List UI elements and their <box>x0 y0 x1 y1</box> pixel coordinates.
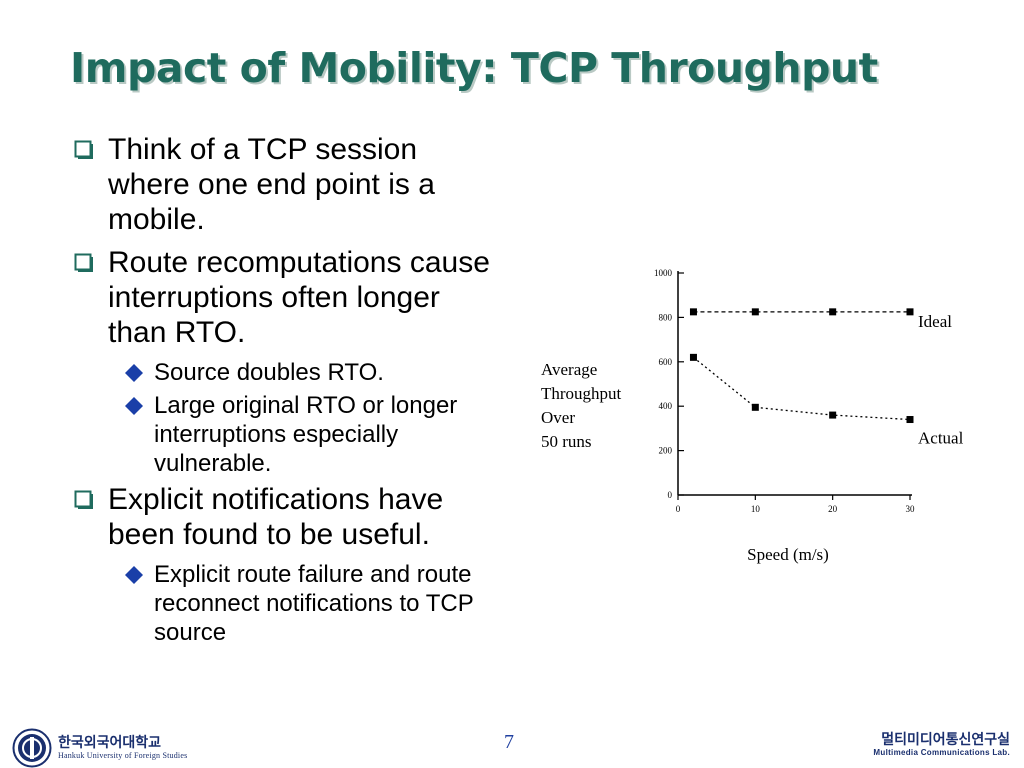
chart-point <box>906 416 914 424</box>
diamond-bullet-icon <box>124 560 154 589</box>
chart-y-tick-label: 200 <box>659 446 673 456</box>
throughput-chart: Average Throughput Over 50 runs 02004006… <box>541 268 964 564</box>
lab-name-korean: 멀티미디어통신연구실 <box>881 732 1010 748</box>
square-bullet-icon <box>74 482 108 517</box>
sub-bullet-text: Large original RTO or longer interruptio… <box>154 392 458 477</box>
chart-ylabel-line: Over <box>541 408 575 427</box>
bullet-text: Explicit notifications have been found t… <box>108 483 444 551</box>
university-seal-icon <box>12 728 52 768</box>
chart-point <box>689 308 697 316</box>
chart-y-tick-label: 600 <box>659 357 673 367</box>
sub-bullet-text: Explicit route failure and route reconne… <box>154 561 474 646</box>
diamond-bullet-icon <box>124 358 154 387</box>
square-bullet-icon <box>74 245 108 280</box>
chart-xlabel: Speed (m/s) <box>747 545 829 564</box>
bullet-text: Think of a TCP session where one end poi… <box>108 133 435 236</box>
sub-bullet-text: Source doubles RTO. <box>154 359 384 386</box>
bullet-text: Route recomputations cause interruptions… <box>108 246 490 349</box>
chart-point <box>751 308 759 316</box>
sub-bullet-item: Explicit route failure and route reconne… <box>124 560 504 647</box>
sub-bullet-item: Source doubles RTO. <box>124 358 504 387</box>
chart-point <box>751 403 759 411</box>
university-logo: 한국외국어대학교 Hankuk University of Foreign St… <box>12 728 187 768</box>
university-name-korean: 한국외국어대학교 <box>58 735 162 751</box>
slide-title: Impact of Mobility: TCP Throughput <box>70 44 878 92</box>
chart-series-label: Actual <box>918 429 964 448</box>
chart-y-tick-label: 800 <box>659 312 673 322</box>
chart-ylabel-line: Throughput <box>541 384 622 403</box>
bullet-item: Think of a TCP session where one end poi… <box>74 132 504 237</box>
chart-point <box>689 353 697 361</box>
bullet-item: Explicit notifications have been found t… <box>74 482 504 552</box>
chart-x-tick-label: 20 <box>828 504 838 514</box>
chart-x-tick-label: 30 <box>906 504 916 514</box>
square-bullet-icon <box>74 132 108 167</box>
chart-y-tick-label: 400 <box>659 401 673 411</box>
lab-name-english: Multimedia Communications Lab. <box>873 748 1010 757</box>
chart-y-tick-label: 1000 <box>654 268 673 278</box>
lab-logo: 멀티미디어통신연구실 Multimedia Communications Lab… <box>873 732 1010 758</box>
chart-x-tick-label: 10 <box>751 504 761 514</box>
chart-x-tick-label: 0 <box>676 504 681 514</box>
chart-ylabel-line: Average <box>541 360 597 379</box>
sub-bullet-item: Large original RTO or longer interruptio… <box>124 391 504 478</box>
chart-ylabel-line: 50 runs <box>541 432 592 451</box>
chart-point <box>829 308 837 316</box>
bullet-item: Route recomputations cause interruptions… <box>74 245 504 350</box>
chart-ylabel: Average Throughput Over 50 runs <box>541 360 622 451</box>
diamond-bullet-icon <box>124 391 154 420</box>
chart-series-label: Ideal <box>918 312 952 331</box>
page-number: 7 <box>504 731 514 753</box>
university-name-english: Hankuk University of Foreign Studies <box>58 751 188 760</box>
bullet-list: Think of a TCP session where one end poi… <box>74 132 504 651</box>
chart-point <box>829 411 837 419</box>
chart-y-tick-label: 0 <box>668 490 673 500</box>
chart-series-line-1 <box>693 356 911 421</box>
chart-point <box>906 308 914 316</box>
